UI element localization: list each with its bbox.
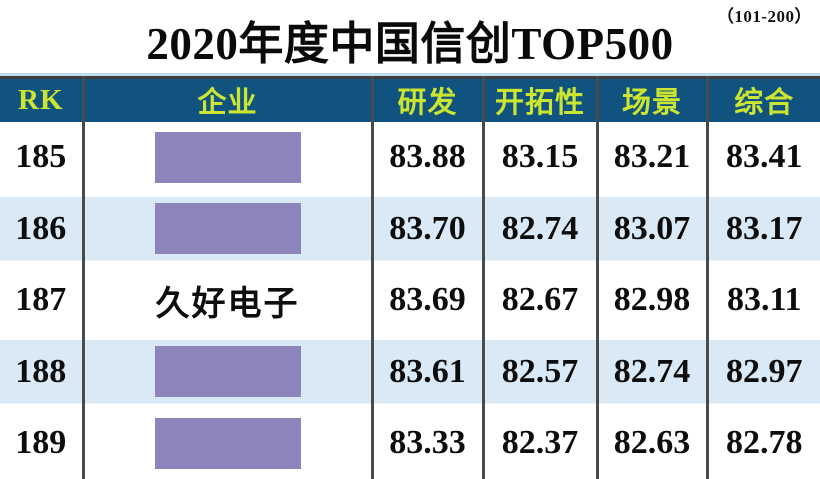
cell-company [83, 193, 372, 265]
column-header-rd: 研发 [372, 78, 483, 122]
cell-rd-score: 83.33 [372, 408, 483, 479]
cell-pioneering-score: 82.57 [483, 336, 597, 408]
cell-scenario-score: 83.07 [597, 193, 707, 265]
table-row: 186 83.70 82.74 83.07 83.17 [0, 193, 820, 265]
cell-rd-score: 83.70 [372, 193, 483, 265]
table-row: 188 83.61 82.57 82.74 82.97 [0, 336, 820, 408]
cell-company [83, 408, 372, 479]
cell-rd-score: 83.88 [372, 122, 483, 194]
cell-overall-score: 83.11 [707, 265, 820, 337]
table-row: 185 83.88 83.15 83.21 83.41 [0, 122, 820, 194]
cell-scenario-score: 82.98 [597, 265, 707, 337]
cell-rank: 187 [0, 265, 83, 337]
cell-scenario-score: 83.21 [597, 122, 707, 194]
table-header-row: RK 企业 研发 开拓性 场景 综合 [0, 78, 820, 122]
redacted-company-box [155, 203, 301, 254]
cell-rd-score: 83.69 [372, 265, 483, 337]
cell-overall-score: 82.78 [707, 408, 820, 479]
cell-company: 久好电子 [83, 265, 372, 337]
cell-overall-score: 83.17 [707, 193, 820, 265]
cell-company [83, 122, 372, 194]
cell-overall-score: 82.97 [707, 336, 820, 408]
cell-rank: 185 [0, 122, 83, 194]
cell-pioneering-score: 83.15 [483, 122, 597, 194]
table-row: 189 83.33 82.37 82.63 82.78 [0, 408, 820, 479]
cell-rd-score: 83.61 [372, 336, 483, 408]
cell-overall-score: 83.41 [707, 122, 820, 194]
redacted-company-box [155, 346, 301, 397]
cell-scenario-score: 82.74 [597, 336, 707, 408]
redacted-company-box [155, 418, 301, 469]
column-header-scenario: 场景 [597, 78, 707, 122]
cell-rank: 186 [0, 193, 83, 265]
cell-pioneering-score: 82.37 [483, 408, 597, 479]
redacted-company-box [155, 132, 301, 183]
table-row: 187 久好电子 83.69 82.67 82.98 83.11 [0, 265, 820, 337]
column-header-overall: 综合 [707, 78, 820, 122]
cell-scenario-score: 82.63 [597, 408, 707, 479]
cell-pioneering-score: 82.67 [483, 265, 597, 337]
column-header-pioneering: 开拓性 [483, 78, 597, 122]
cell-pioneering-score: 82.74 [483, 193, 597, 265]
ranking-table: RK 企业 研发 开拓性 场景 综合 185 83.88 83.15 83.21… [0, 76, 820, 479]
cell-rank: 188 [0, 336, 83, 408]
column-header-company: 企业 [83, 78, 372, 122]
column-header-rank: RK [0, 78, 83, 122]
cell-rank: 189 [0, 408, 83, 479]
cell-company [83, 336, 372, 408]
page-title: 2020年度中国信创TOP500 [0, 16, 820, 72]
